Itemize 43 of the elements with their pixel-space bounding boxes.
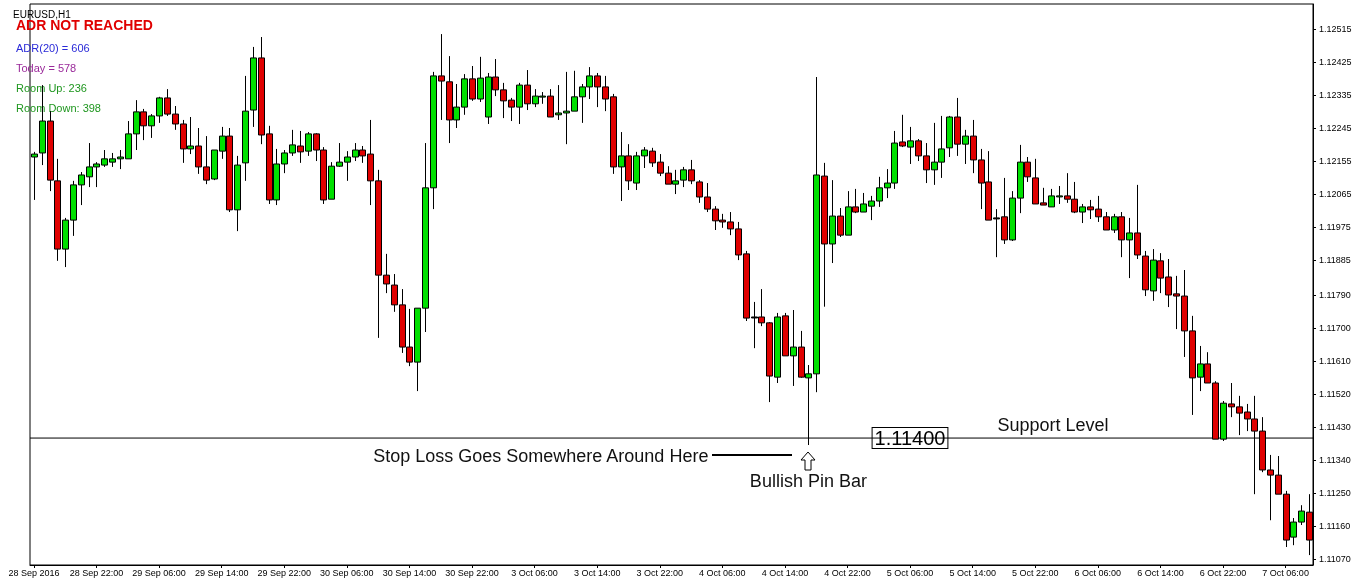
y-tick-label: 1.11250 xyxy=(1319,488,1351,499)
x-tick-label: 30 Sep 22:00 xyxy=(445,567,499,578)
x-tick-label: 30 Sep 06:00 xyxy=(320,567,374,578)
annotation: Bullish Pin Bar xyxy=(749,471,867,491)
ref-line-label: 1.11400 xyxy=(874,427,946,450)
y-tick-label: 1.12245 xyxy=(1319,123,1352,134)
x-tick-label: 29 Sep 06:00 xyxy=(132,567,186,578)
x-tick-label: 29 Sep 14:00 xyxy=(194,567,249,578)
y-tick-label: 1.11885 xyxy=(1319,255,1351,266)
x-tick-label: 5 Oct 14:00 xyxy=(949,567,996,578)
x-tick-label: 28 Sep 22:00 xyxy=(69,567,124,578)
x-tick-label: 4 Oct 06:00 xyxy=(699,567,746,578)
x-tick-label: 3 Oct 22:00 xyxy=(636,567,684,578)
x-tick-label: 5 Oct 22:00 xyxy=(1012,567,1059,578)
x-tick-label: 28 Sep 2016 xyxy=(8,567,60,578)
chart-title: EURUSD,H1 xyxy=(13,8,72,20)
x-tick-label: 6 Oct 14:00 xyxy=(1137,567,1184,578)
x-tick-label: 30 Sep 14:00 xyxy=(382,567,437,578)
y-tick-label: 1.11610 xyxy=(1319,356,1351,366)
x-tick-label: 29 Sep 22:00 xyxy=(257,567,312,578)
x-tick-label: 7 Oct 06:00 xyxy=(1262,567,1309,578)
y-tick-label: 1.11790 xyxy=(1319,289,1351,300)
y-tick-label: 1.11975 xyxy=(1319,222,1351,233)
y-tick-label: 1.11070 xyxy=(1319,554,1351,565)
y-tick-label: 1.11430 xyxy=(1319,422,1351,433)
y-tick-label: 1.11700 xyxy=(1319,322,1351,333)
y-tick-label: 1.12425 xyxy=(1319,56,1352,67)
x-tick-label: 4 Oct 22:00 xyxy=(824,567,871,578)
x-tick-label: 6 Oct 06:00 xyxy=(1074,567,1122,578)
y-tick-label: 1.11160 xyxy=(1319,521,1351,532)
x-tick-label: 3 Oct 06:00 xyxy=(511,567,558,578)
x-tick-label: 4 Oct 14:00 xyxy=(761,567,809,578)
x-tick-label: 6 Oct 22:00 xyxy=(1199,567,1247,578)
y-tick-label: 1.11340 xyxy=(1319,455,1351,466)
y-tick-label: 1.12515 xyxy=(1319,23,1352,34)
x-tick-label: 5 Oct 06:00 xyxy=(886,567,934,578)
y-tick-label: 1.12155 xyxy=(1319,156,1352,167)
y-tick-label: 1.11520 xyxy=(1319,389,1351,400)
annotation: Support Level xyxy=(997,415,1109,435)
annotation: Stop Loss Goes Somewhere Around Here xyxy=(373,446,709,466)
x-tick-label: 3 Oct 14:00 xyxy=(573,567,621,578)
y-tick-label: 1.12065 xyxy=(1319,189,1352,200)
y-tick-label: 1.12335 xyxy=(1319,89,1352,100)
